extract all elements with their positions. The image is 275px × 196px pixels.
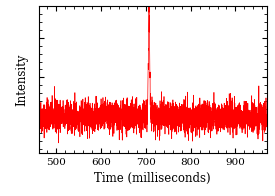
- X-axis label: Time (milliseconds): Time (milliseconds): [94, 172, 211, 185]
- Y-axis label: Intensity: Intensity: [15, 53, 28, 106]
